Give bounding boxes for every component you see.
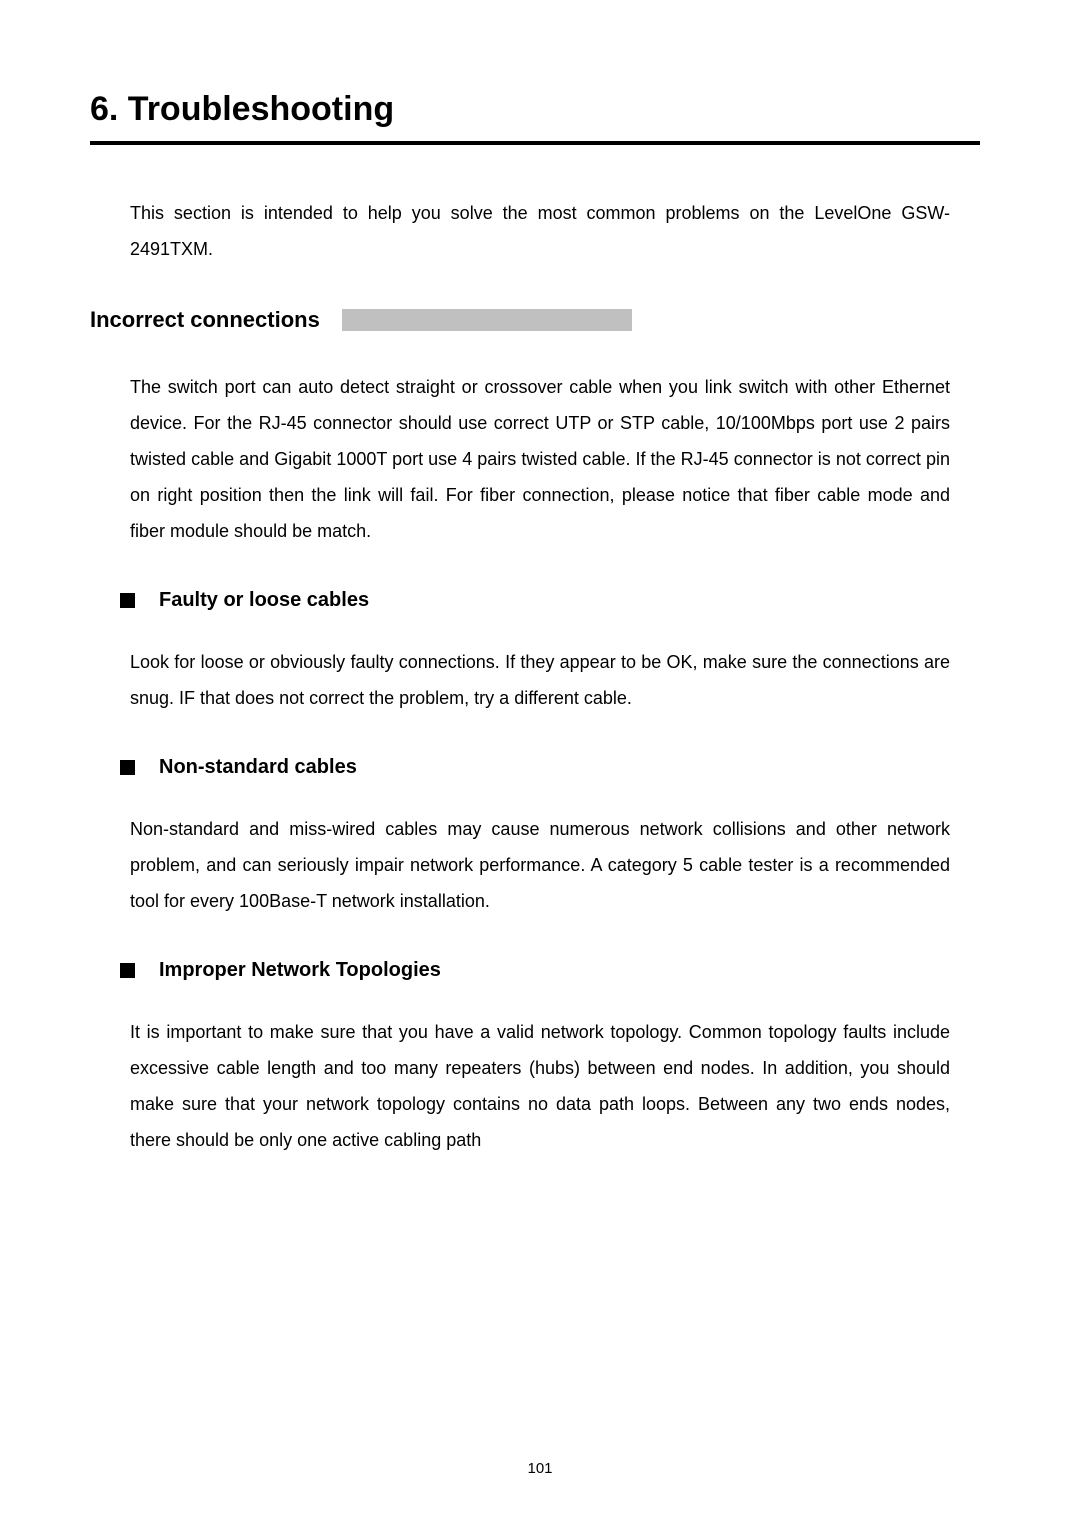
document-page: 6. Troubleshooting This section is inten…: [0, 0, 1080, 1527]
bullet-body: Look for loose or obviously faulty conne…: [130, 644, 950, 716]
bullet-heading-row: Non-standard cables: [120, 756, 980, 779]
section-heading: Incorrect connections: [90, 307, 320, 333]
bullet-label: Non-standard cables: [159, 756, 357, 779]
section-body: The switch port can auto detect straight…: [130, 369, 950, 549]
title-rule: [90, 141, 980, 145]
intro-paragraph: This section is intended to help you sol…: [130, 195, 950, 267]
bullet-label: Improper Network Topologies: [159, 959, 441, 982]
square-bullet-icon: [120, 593, 135, 608]
section-heading-row: Incorrect connections: [90, 307, 980, 333]
bullet-heading-row: Faulty or loose cables: [120, 589, 980, 612]
bullet-body: It is important to make sure that you ha…: [130, 1014, 950, 1158]
square-bullet-icon: [120, 963, 135, 978]
bullet-label: Faulty or loose cables: [159, 589, 369, 612]
bullet-body: Non-standard and miss-wired cables may c…: [130, 811, 950, 919]
square-bullet-icon: [120, 760, 135, 775]
page-number: 101: [527, 1460, 552, 1477]
section-heading-bar: [342, 309, 632, 331]
page-title: 6. Troubleshooting: [90, 90, 980, 129]
bullet-heading-row: Improper Network Topologies: [120, 959, 980, 982]
